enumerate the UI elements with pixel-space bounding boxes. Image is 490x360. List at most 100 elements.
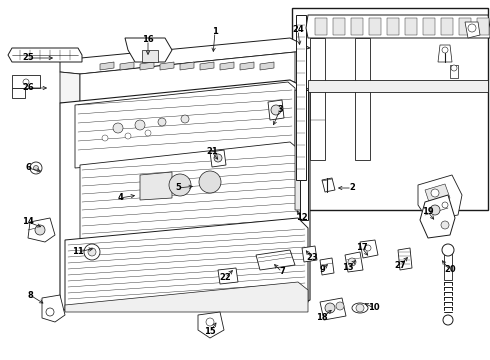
Text: 7: 7 xyxy=(279,267,285,276)
Polygon shape xyxy=(310,38,325,160)
Text: 21: 21 xyxy=(206,148,218,157)
Polygon shape xyxy=(60,38,310,74)
Text: 10: 10 xyxy=(368,303,380,312)
Polygon shape xyxy=(220,62,234,70)
Polygon shape xyxy=(333,18,345,35)
Polygon shape xyxy=(360,240,378,258)
Text: 18: 18 xyxy=(316,314,328,323)
Polygon shape xyxy=(12,88,25,98)
Circle shape xyxy=(336,302,344,310)
Text: 8: 8 xyxy=(27,291,33,300)
Polygon shape xyxy=(200,62,214,70)
Text: 1: 1 xyxy=(212,27,218,36)
Text: 17: 17 xyxy=(356,243,368,252)
Polygon shape xyxy=(300,90,308,220)
Polygon shape xyxy=(345,252,363,272)
Polygon shape xyxy=(140,62,154,70)
Text: 20: 20 xyxy=(444,266,456,274)
Circle shape xyxy=(88,248,96,256)
Circle shape xyxy=(441,221,449,229)
Text: 16: 16 xyxy=(142,36,154,45)
Polygon shape xyxy=(125,38,172,62)
Circle shape xyxy=(35,225,45,235)
Polygon shape xyxy=(198,312,224,338)
Polygon shape xyxy=(42,295,65,322)
Polygon shape xyxy=(296,15,306,180)
Text: 26: 26 xyxy=(22,84,34,93)
Polygon shape xyxy=(260,62,274,70)
Polygon shape xyxy=(459,18,471,35)
Polygon shape xyxy=(306,15,490,38)
Text: 11: 11 xyxy=(72,248,84,256)
Polygon shape xyxy=(292,8,488,210)
Circle shape xyxy=(33,166,39,171)
Text: 6: 6 xyxy=(25,163,31,172)
Polygon shape xyxy=(302,246,317,262)
Text: 19: 19 xyxy=(422,207,434,216)
Polygon shape xyxy=(369,18,381,35)
Circle shape xyxy=(356,304,364,312)
Circle shape xyxy=(271,105,281,115)
Polygon shape xyxy=(60,80,310,310)
Circle shape xyxy=(430,205,440,215)
Text: 4: 4 xyxy=(117,194,123,202)
Polygon shape xyxy=(180,62,194,70)
Polygon shape xyxy=(140,172,172,200)
Polygon shape xyxy=(405,18,417,35)
Polygon shape xyxy=(425,184,450,205)
Polygon shape xyxy=(438,45,452,62)
Polygon shape xyxy=(142,50,158,62)
Text: 24: 24 xyxy=(292,26,304,35)
Polygon shape xyxy=(256,250,295,270)
Circle shape xyxy=(135,120,145,130)
Text: 3: 3 xyxy=(277,105,283,114)
Polygon shape xyxy=(100,62,114,70)
Circle shape xyxy=(158,118,166,126)
Polygon shape xyxy=(60,72,80,105)
Polygon shape xyxy=(444,250,452,280)
Polygon shape xyxy=(80,142,302,240)
Polygon shape xyxy=(450,65,458,78)
Polygon shape xyxy=(477,18,489,35)
Polygon shape xyxy=(160,62,174,70)
Polygon shape xyxy=(268,100,284,120)
Text: 5: 5 xyxy=(175,184,181,193)
Circle shape xyxy=(348,258,356,266)
Polygon shape xyxy=(355,38,370,160)
Circle shape xyxy=(443,315,453,325)
Circle shape xyxy=(451,65,457,71)
Text: 2: 2 xyxy=(349,184,355,193)
Text: 22: 22 xyxy=(219,274,231,283)
Circle shape xyxy=(206,318,214,326)
Circle shape xyxy=(442,47,448,53)
Circle shape xyxy=(431,189,439,197)
Polygon shape xyxy=(65,218,308,310)
Ellipse shape xyxy=(352,303,368,313)
Text: 13: 13 xyxy=(342,264,354,273)
Polygon shape xyxy=(465,22,480,38)
Text: 25: 25 xyxy=(22,54,34,63)
Polygon shape xyxy=(315,18,327,35)
Polygon shape xyxy=(8,48,82,62)
Text: 23: 23 xyxy=(306,253,318,262)
Polygon shape xyxy=(387,18,399,35)
Text: 27: 27 xyxy=(394,261,406,270)
Text: 9: 9 xyxy=(319,266,325,274)
Circle shape xyxy=(23,79,29,85)
Polygon shape xyxy=(322,178,335,192)
Circle shape xyxy=(468,24,476,32)
Polygon shape xyxy=(398,248,412,270)
Circle shape xyxy=(102,135,108,141)
Circle shape xyxy=(113,123,123,133)
Circle shape xyxy=(442,202,448,208)
Circle shape xyxy=(199,171,221,193)
Polygon shape xyxy=(28,218,55,242)
Circle shape xyxy=(365,245,371,251)
Polygon shape xyxy=(80,52,295,105)
Circle shape xyxy=(145,130,151,136)
Text: 12: 12 xyxy=(296,213,308,222)
Circle shape xyxy=(30,162,42,174)
Text: 14: 14 xyxy=(22,217,34,226)
Circle shape xyxy=(84,244,100,260)
Polygon shape xyxy=(418,175,462,220)
